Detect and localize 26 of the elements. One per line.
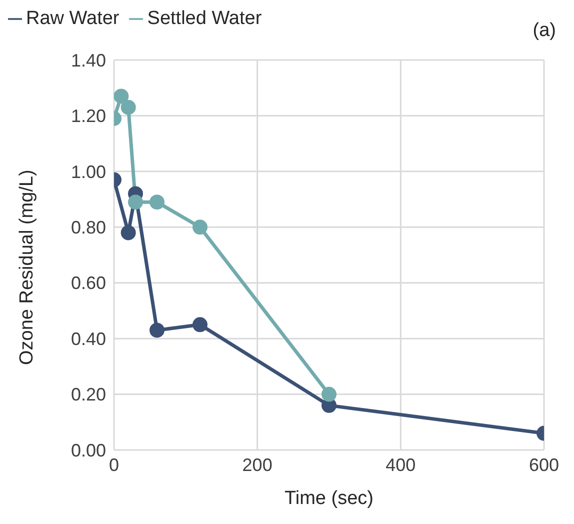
x-axis-title: Time (sec) xyxy=(284,488,374,509)
point xyxy=(322,386,336,402)
legend-label: Raw Water xyxy=(26,8,120,29)
text: (a) xyxy=(532,20,556,42)
y-tick-label: 0.00 xyxy=(70,440,106,460)
y-tick-label: 1.00 xyxy=(70,162,106,182)
y-tick-label: 0.80 xyxy=(70,218,106,238)
x-tick-label: 600 xyxy=(528,454,560,475)
point xyxy=(192,220,208,235)
y-tick-label: 0.20 xyxy=(70,384,106,405)
point xyxy=(120,225,136,240)
point xyxy=(114,88,129,104)
legend-label: Settled Water xyxy=(147,8,262,29)
x-tick-label: 400 xyxy=(386,454,416,475)
point xyxy=(120,100,136,115)
point xyxy=(150,322,164,338)
y-tick-label: 1.40 xyxy=(70,50,106,70)
x-tick-label: 200 xyxy=(242,454,272,475)
point xyxy=(150,194,164,210)
y-tick-label: 0.60 xyxy=(70,273,106,294)
point xyxy=(128,194,143,210)
x-tick-label: 0 xyxy=(108,454,120,475)
y-axis-title: Ozone Residual (mg/L) xyxy=(16,170,38,365)
y-tick-label: 1.20 xyxy=(70,106,106,126)
y-tick-label: 0.40 xyxy=(70,328,106,349)
point xyxy=(192,317,208,332)
